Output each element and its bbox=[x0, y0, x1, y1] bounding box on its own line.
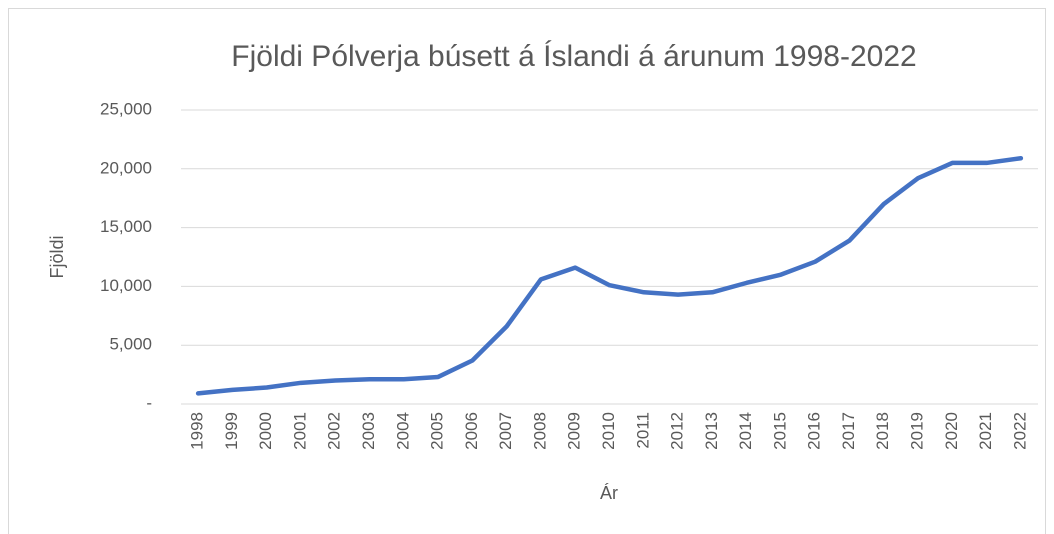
x-tick-label: 2001 bbox=[290, 412, 309, 450]
x-tick-label: 1998 bbox=[188, 412, 207, 450]
y-tick-label: 5,000 bbox=[109, 335, 152, 354]
y-tick-label: 15,000 bbox=[100, 217, 152, 236]
x-tick-label: 2006 bbox=[462, 412, 481, 450]
x-tick-label: 2009 bbox=[565, 412, 584, 450]
x-tick-label: 2011 bbox=[633, 412, 652, 449]
x-tick-label: 2012 bbox=[668, 412, 687, 450]
y-tick-label: 20,000 bbox=[100, 158, 152, 177]
x-tick-label: 2020 bbox=[942, 412, 961, 450]
x-tick-label: 2004 bbox=[393, 412, 412, 450]
x-tick-label: 2007 bbox=[496, 412, 515, 450]
x-tick-label: 2017 bbox=[839, 412, 858, 450]
y-tick-label: - bbox=[146, 393, 152, 412]
chart-frame bbox=[8, 8, 1046, 534]
chart-title: Fjöldi Pólverja búsett á Íslandi á árunu… bbox=[231, 40, 916, 73]
x-tick-label: 2021 bbox=[976, 412, 995, 450]
y-tick-label: 10,000 bbox=[100, 276, 152, 295]
x-tick-label: 2010 bbox=[599, 412, 618, 450]
x-tick-label: 2022 bbox=[1010, 412, 1029, 450]
x-tick-label: 2016 bbox=[805, 412, 824, 450]
x-tick-label: 2014 bbox=[736, 412, 755, 450]
x-tick-label: 2005 bbox=[428, 412, 447, 450]
x-tick-label: 2015 bbox=[770, 412, 789, 450]
x-axis-label: Ár bbox=[600, 483, 618, 503]
x-tick-label: 2018 bbox=[873, 412, 892, 450]
x-tick-label: 2002 bbox=[325, 412, 344, 450]
x-tick-label: 2000 bbox=[256, 412, 275, 450]
x-tick-label: 2008 bbox=[530, 412, 549, 450]
y-axis-label: Fjöldi bbox=[47, 235, 67, 278]
x-tick-label: 1999 bbox=[222, 412, 241, 450]
y-tick-label: 25,000 bbox=[100, 99, 152, 118]
x-tick-label: 2019 bbox=[908, 412, 927, 450]
x-tick-label: 2003 bbox=[359, 412, 378, 450]
data-line bbox=[195, 155, 1024, 396]
x-tick-label: 2013 bbox=[702, 412, 721, 450]
